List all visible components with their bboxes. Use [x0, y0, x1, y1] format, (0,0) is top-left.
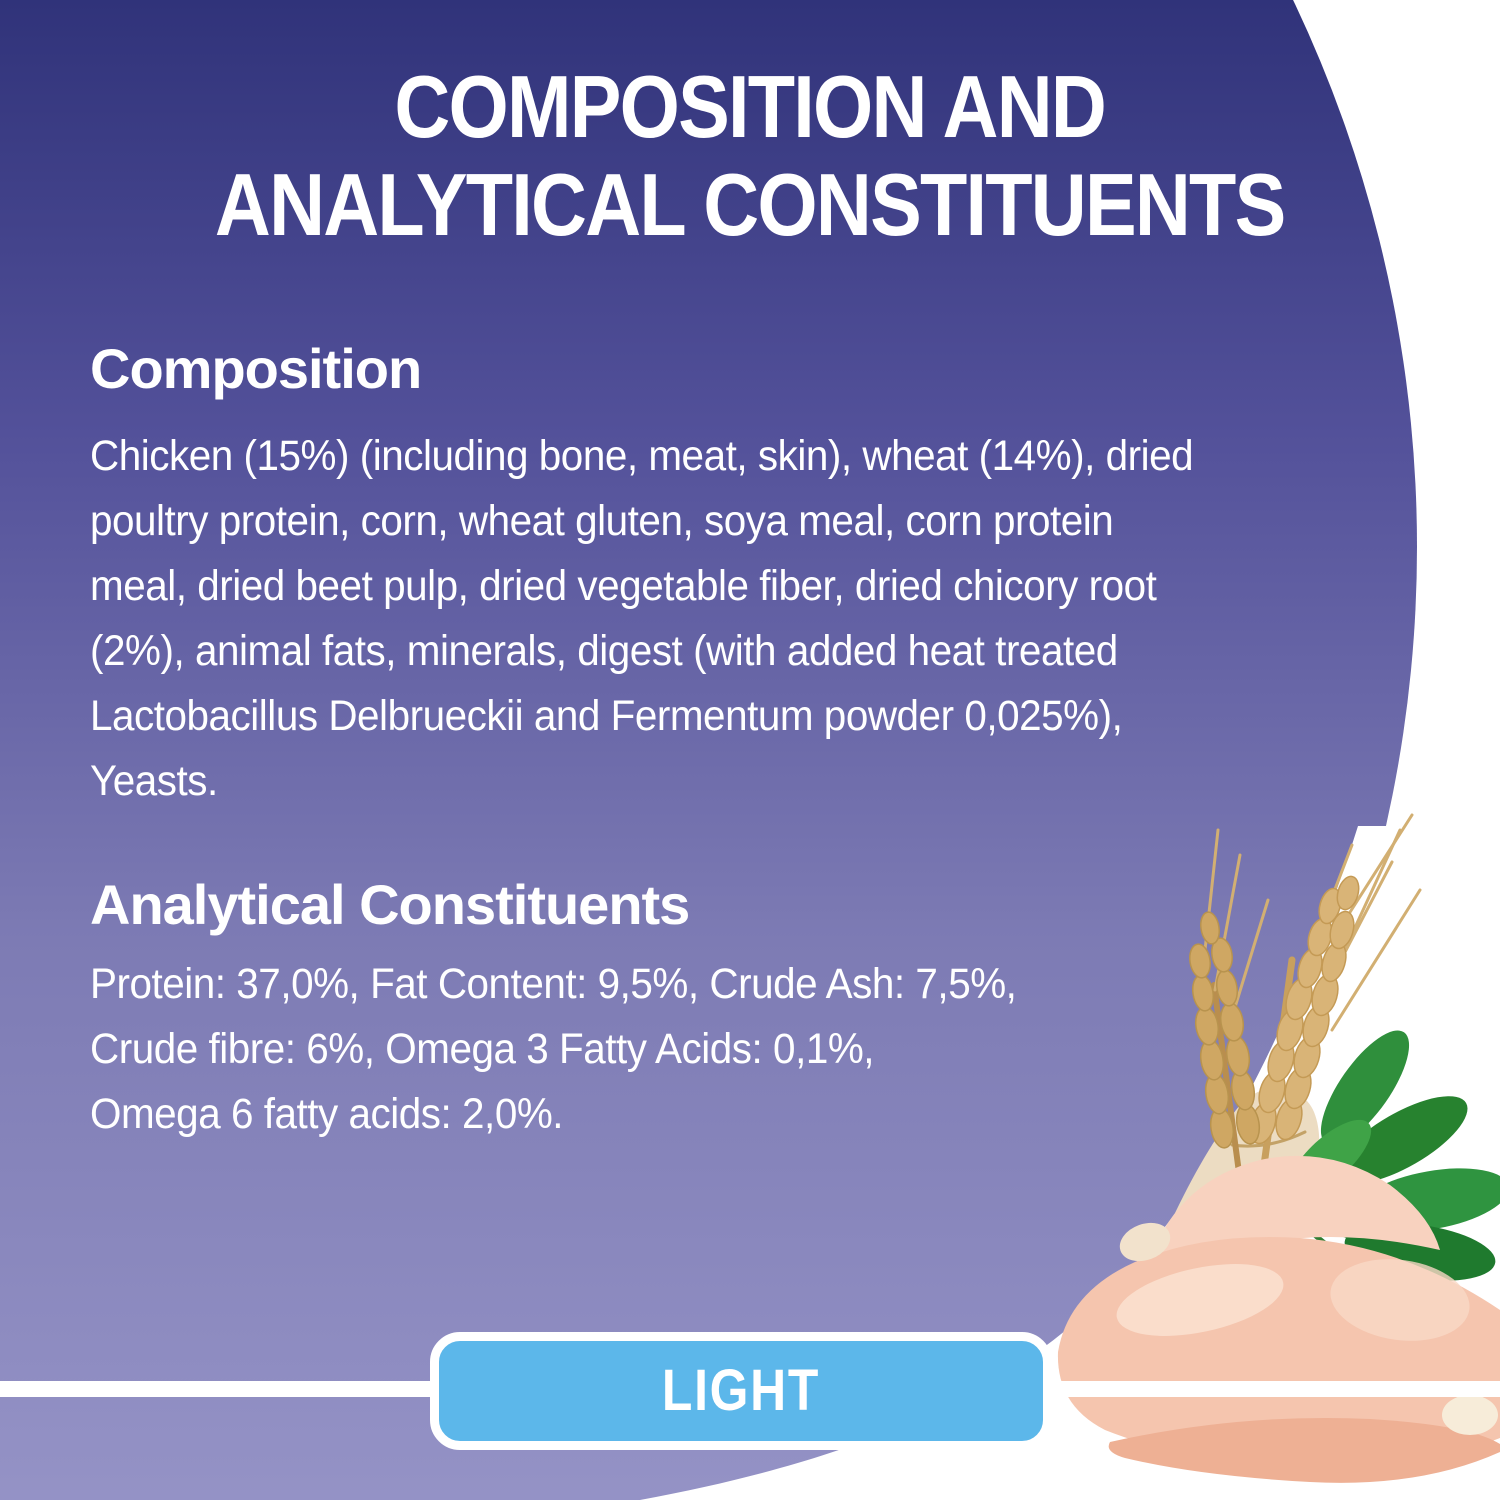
analytical-text-line: Crude fibre: 6%, Omega 3 Fatty Acids: 0,… [90, 1025, 875, 1073]
analytical-text-line: Protein: 37,0%, Fat Content: 9,5%, Crude… [90, 960, 1017, 1008]
composition-text-line: poultry protein, corn, wheat gluten, soy… [90, 497, 1114, 545]
title-line-1: COMPOSITION AND [394, 57, 1107, 156]
analytical-constituents-heading: Analytical Constituents [90, 873, 690, 936]
title-line-2: ANALYTICAL CONSTITUENTS [215, 155, 1286, 254]
composition-heading: Composition [90, 337, 422, 400]
composition-text: Chicken (15%) (including bone, meat, ski… [90, 424, 1194, 814]
light-badge-label: LIGHT [661, 1358, 821, 1423]
composition-text-line: meal, dried beet pulp, dried vegetable f… [90, 562, 1157, 610]
ingredients-illustration [1057, 813, 1500, 1483]
wheat-icon [1189, 813, 1422, 1184]
page-title: COMPOSITION AND ANALYTICAL CONSTITUENTS [0, 58, 1500, 254]
composition-text-line: Chicken (15%) (including bone, meat, ski… [90, 432, 1194, 480]
analytical-text-line: Omega 6 fatty acids: 2,0%. [90, 1090, 564, 1138]
composition-text-line: (2%), animal fats, minerals, digest (wit… [90, 627, 1118, 675]
chicken-icon [1057, 1155, 1500, 1483]
analytical-constituents-text: Protein: 37,0%, Fat Content: 9,5%, Crude… [90, 952, 1017, 1147]
composition-text-line: Yeasts. [90, 757, 218, 805]
purple-gradient-circle [0, 0, 1417, 1500]
composition-text-line: Lactobacillus Delbrueckii and Fermentum … [90, 692, 1123, 740]
light-badge[interactable]: LIGHT [430, 1332, 1052, 1450]
